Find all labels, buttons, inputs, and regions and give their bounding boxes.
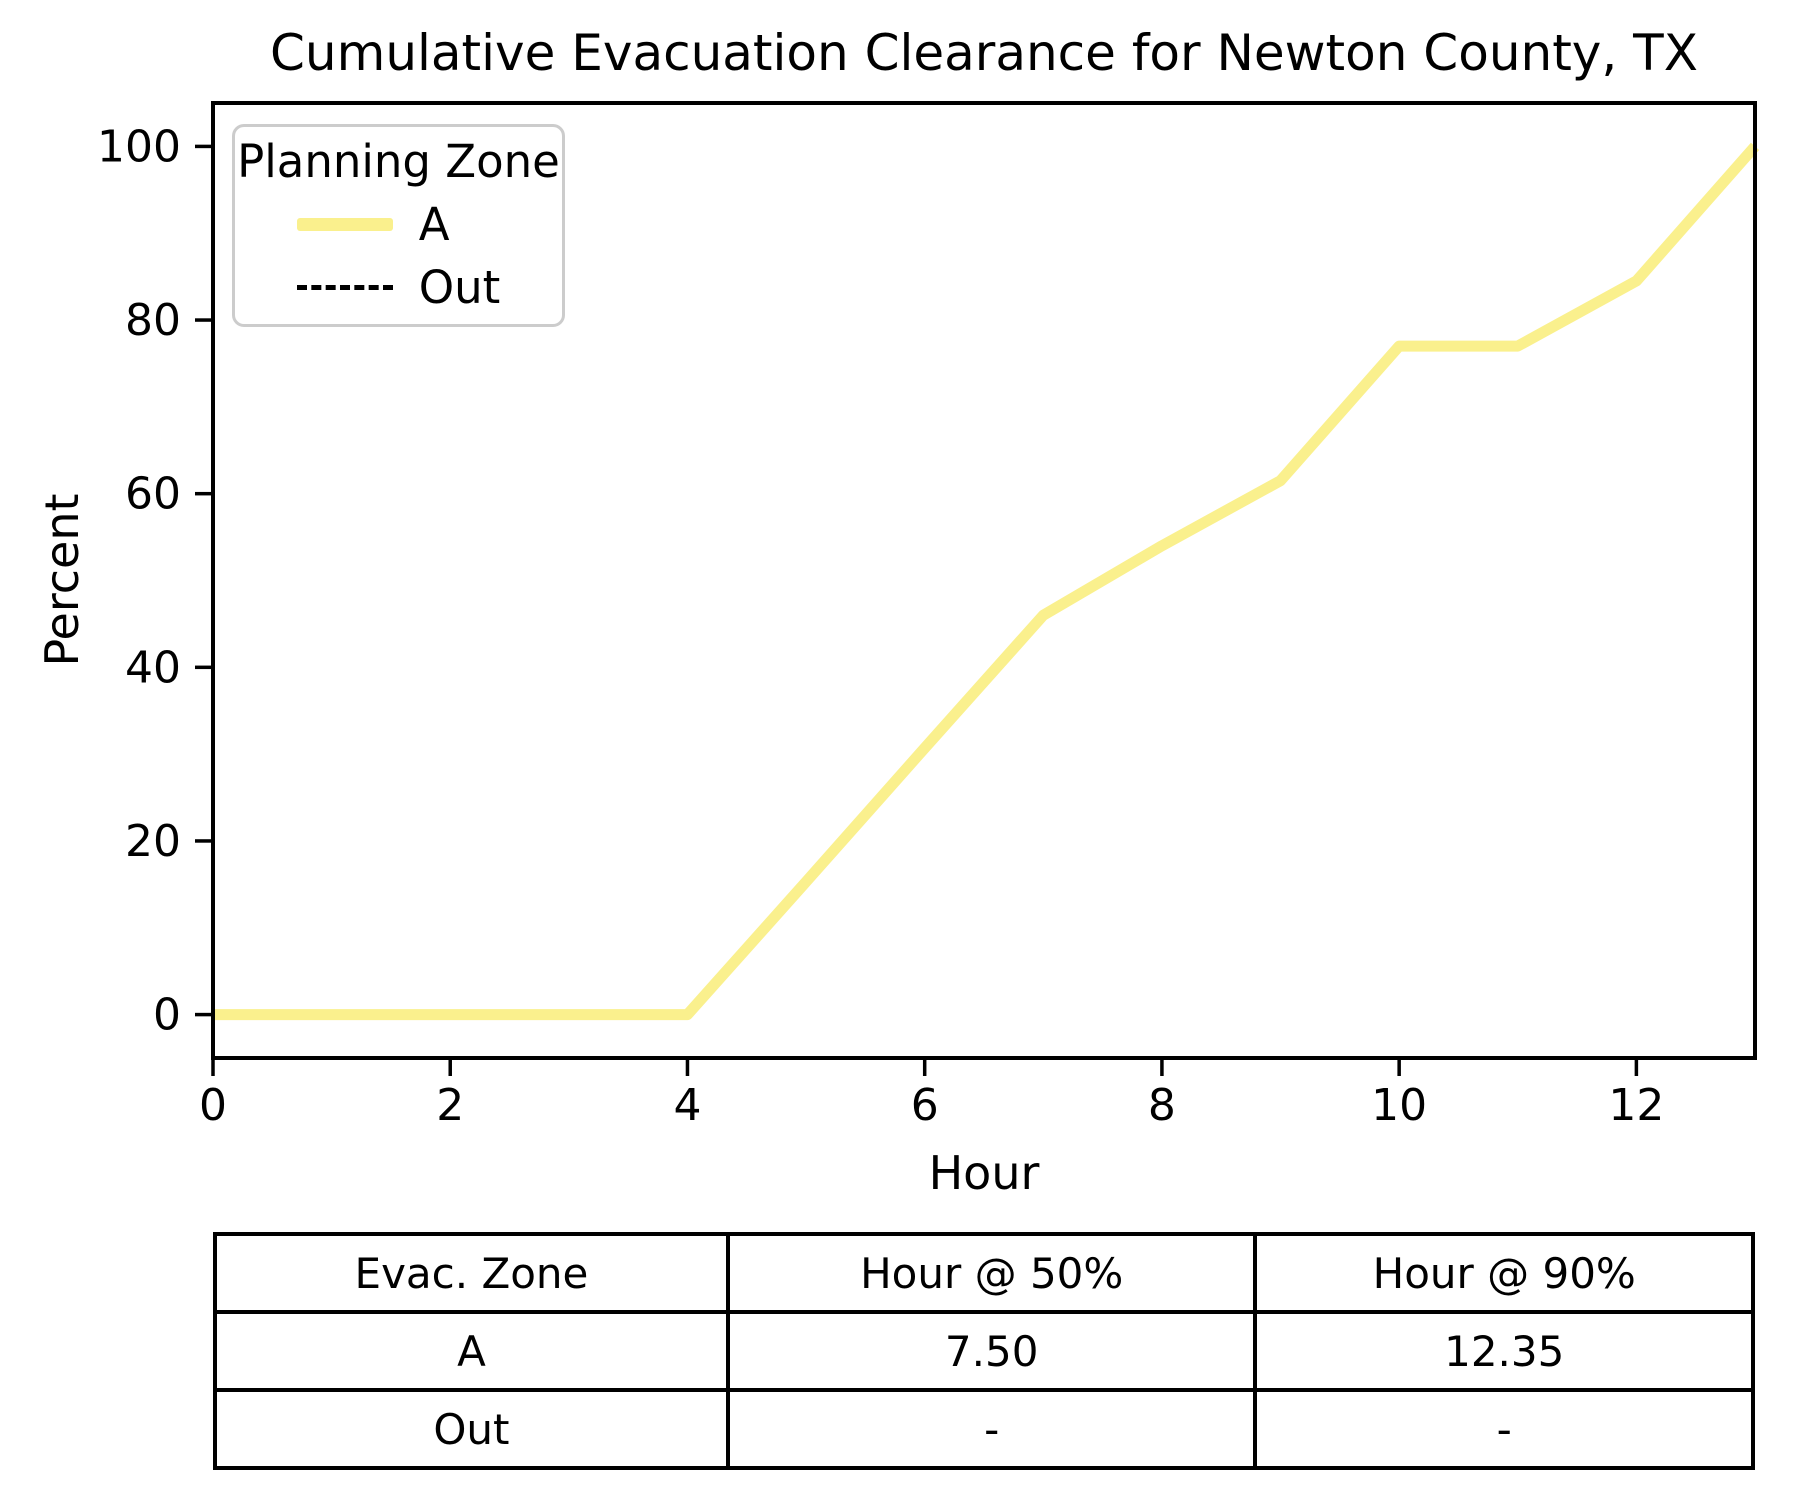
legend-label: A [418,198,450,251]
legend-item-a: A [296,198,501,251]
legend-title: Planning Zone [237,135,560,188]
table-cell: - [725,1388,1258,1470]
y-tick-label: 0 [153,990,181,1041]
table-header-cell: Hour @ 50% [725,1232,1258,1314]
table-cell: Out [213,1388,730,1470]
x-tick-label: 10 [1371,1080,1427,1131]
y-tick-label: 80 [125,295,181,346]
table-header-cell: Hour @ 90% [1253,1232,1755,1314]
legend: Planning Zone A Out [232,124,565,327]
x-axis-label: Hour [928,1146,1040,1200]
y-tick-label: 20 [125,816,181,867]
table-header-row: Evac. Zone Hour @ 50% Hour @ 90% [213,1232,1755,1314]
series-line-a [213,142,1760,1021]
y-tick-label: 40 [125,642,181,693]
table-row: A 7.50 12.35 [213,1310,1755,1392]
x-tick-label: 8 [1148,1080,1176,1131]
legend-item-out: Out [296,261,501,315]
y-tick-label: 60 [125,469,181,520]
x-tick-label: 12 [1608,1080,1664,1131]
legend-items: A Out [296,198,501,315]
chart-title: Cumulative Evacuation Clearance for Newt… [270,24,1698,82]
legend-label: Out [418,261,501,315]
x-tick-label: 6 [911,1080,939,1131]
table-cell: - [1253,1388,1755,1470]
y-axis-label: Percent [35,493,89,667]
table-cell: A [213,1310,730,1392]
table-cell: 12.35 [1253,1310,1755,1392]
solid-line-swatch-icon [296,218,393,232]
table-cell: 7.50 [725,1310,1258,1392]
table-header-cell: Evac. Zone [213,1232,730,1314]
y-tick-label: 100 [97,121,181,172]
plot-border [211,101,1757,1060]
plot-area: 0 2 4 6 8 10 12 0 20 40 60 80 100 [97,101,1760,1131]
x-tick-label: 0 [199,1080,227,1131]
dashed-line-swatch-icon [296,285,393,291]
table-row: Out - - [213,1388,1755,1470]
summary-table: Evac. Zone Hour @ 50% Hour @ 90% A 7.50 12.35… [213,1232,1755,1470]
x-tick-label: 4 [673,1080,701,1131]
x-tick-label: 2 [436,1080,464,1131]
